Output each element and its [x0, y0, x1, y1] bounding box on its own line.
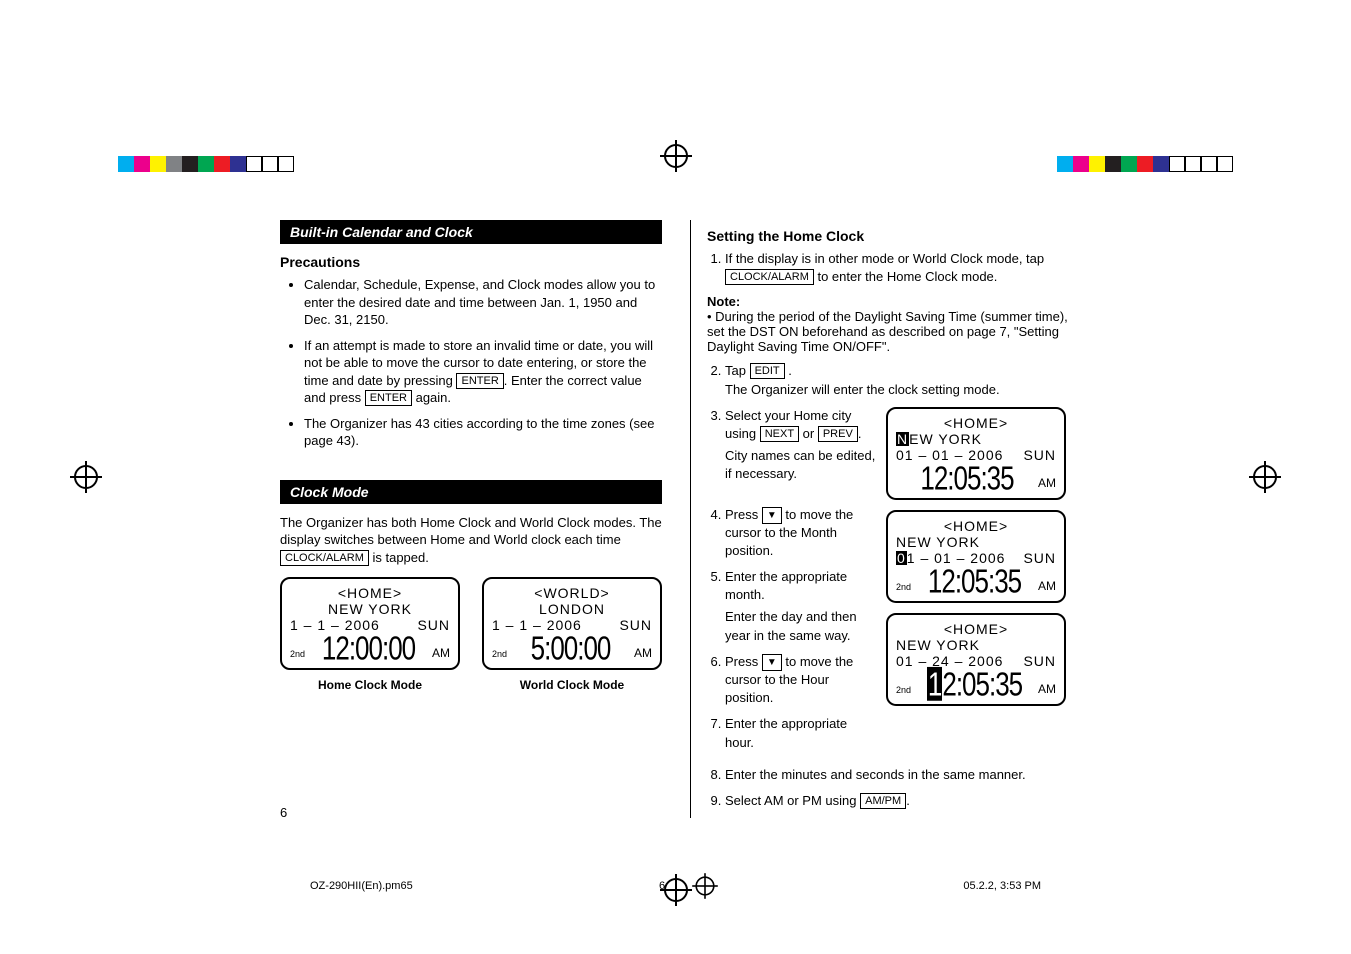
footer-reg-icon — [695, 876, 714, 895]
lcd-step7: <HOME> NEW YORK 01 – 24 – 2006SUN 2nd12:… — [886, 613, 1066, 706]
step-5: Enter the appropriate month. Enter the d… — [725, 568, 876, 645]
caption-world: World Clock Mode — [482, 678, 662, 692]
precautions-list: Calendar, Schedule, Expense, and Clock m… — [280, 276, 662, 450]
key-ampm: AM/PM — [860, 793, 906, 809]
reg-mark-left — [74, 465, 98, 489]
colorbar-right — [1057, 156, 1233, 172]
colorbar-left — [118, 156, 294, 172]
right-lcds: <HOME> NEW YORK 01 – 01 – 2006SUN 12:05:… — [886, 407, 1072, 760]
key-enter: ENTER — [365, 390, 412, 406]
footer: OZ-290HII(En).pm65 6 05.2.2, 3:53 PM — [310, 874, 1041, 898]
step-4: Press to move the cursor to the Month po… — [725, 506, 876, 561]
bullet-cities: The Organizer has 43 cities according to… — [304, 415, 662, 450]
step-8: Enter the minutes and seconds in the sam… — [725, 766, 1072, 784]
page-content: Built-in Calendar and Clock Precautions … — [280, 220, 1072, 818]
reg-mark-top — [664, 144, 688, 168]
lcd-step3: <HOME> NEW YORK 01 – 01 – 2006SUN 12:05:… — [886, 407, 1066, 500]
key-next: NEXT — [760, 426, 799, 442]
heading-setting-home: Setting the Home Clock — [707, 228, 1072, 244]
key-clock-alarm: CLOCK/ALARM — [725, 269, 814, 285]
bullet-invalid-date: If an attempt is made to store an invali… — [304, 337, 662, 407]
footer-pagenum: 6 — [659, 880, 665, 892]
key-down-icon — [762, 507, 782, 524]
key-down-icon — [762, 654, 782, 671]
key-prev: PREV — [818, 426, 858, 442]
note-block: Note: • During the period of the Dayligh… — [707, 294, 1072, 354]
right-column: Setting the Home Clock If the display is… — [690, 220, 1072, 818]
lcd-world: <WORLD> LONDON 1 – 1 – 2006SUN 2nd5:00:0… — [482, 577, 662, 670]
heading-precautions: Precautions — [280, 254, 662, 270]
section-calendar-clock: Built-in Calendar and Clock — [280, 220, 662, 244]
step-2: Tap EDIT . The Organizer will enter the … — [725, 362, 1072, 398]
caption-home: Home Clock Mode — [280, 678, 460, 692]
step-6: Press to move the cursor to the Hour pos… — [725, 653, 876, 708]
bullet-date-range: Calendar, Schedule, Expense, and Clock m… — [304, 276, 662, 329]
clock-displays: <HOME> NEW YORK 1 – 1 – 2006SUN 2nd12:00… — [280, 577, 662, 692]
page-number: 6 — [280, 805, 287, 820]
left-column: Built-in Calendar and Clock Precautions … — [280, 220, 662, 818]
reg-mark-right — [1253, 465, 1277, 489]
step-9: Select AM or PM using AM/PM. — [725, 792, 1072, 810]
step-7: Enter the appropriate hour. — [725, 715, 876, 751]
step-1: If the display is in other mode or World… — [725, 250, 1072, 286]
lcd-home: <HOME> NEW YORK 1 – 1 – 2006SUN 2nd12:00… — [280, 577, 460, 670]
key-enter: ENTER — [456, 373, 503, 389]
step-3: Select your Home city using NEXT or PREV… — [725, 407, 876, 484]
footer-filename: OZ-290HII(En).pm65 — [310, 880, 413, 892]
section-clock-mode: Clock Mode — [280, 480, 662, 504]
steps-list: If the display is in other mode or World… — [707, 250, 1072, 286]
clock-mode-desc: The Organizer has both Home Clock and Wo… — [280, 514, 662, 567]
key-clock-alarm: CLOCK/ALARM — [280, 550, 369, 566]
key-edit: EDIT — [750, 363, 785, 379]
lcd-step5: <HOME> NEW YORK 01 – 01 – 2006SUN 2nd12:… — [886, 510, 1066, 603]
footer-timestamp: 05.2.2, 3:53 PM — [963, 880, 1041, 892]
